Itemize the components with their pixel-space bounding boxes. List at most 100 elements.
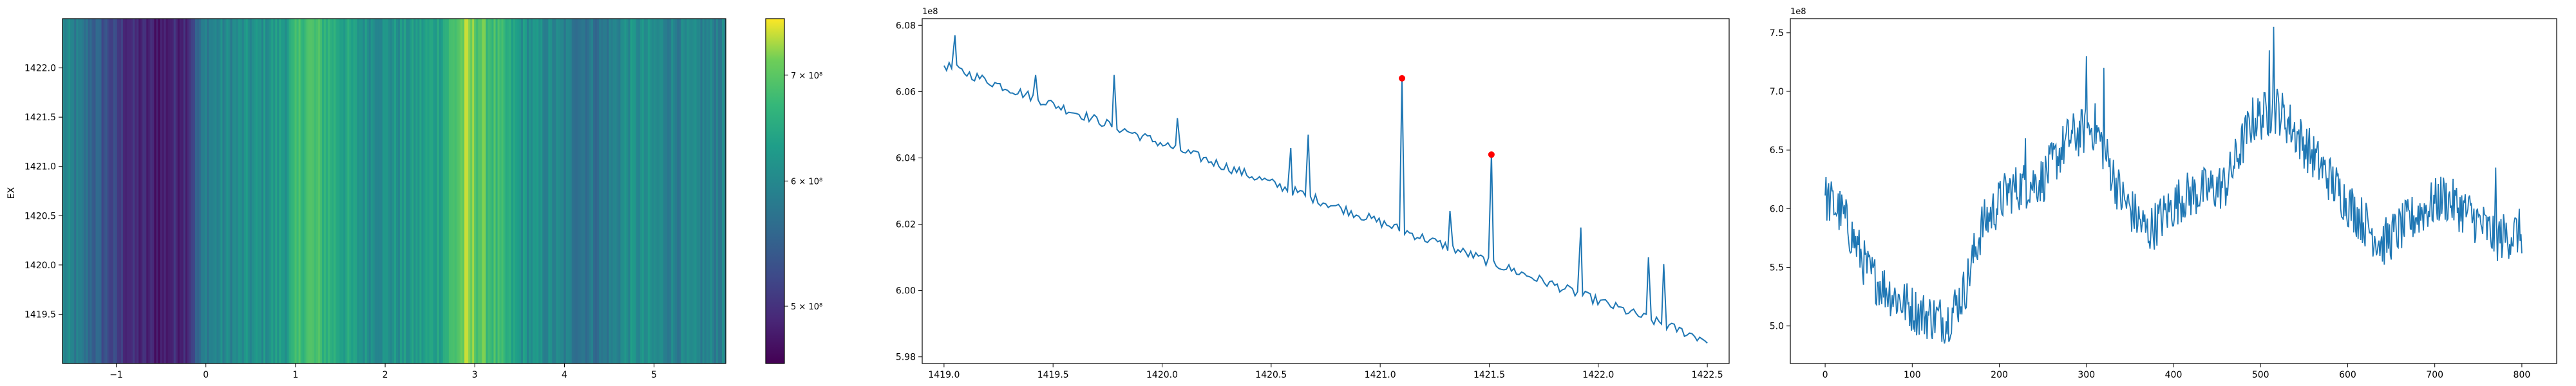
heatmap-column <box>142 19 145 363</box>
heatmap-column <box>337 19 340 363</box>
heatmap-column <box>402 19 404 363</box>
heatmap-column <box>64 19 67 363</box>
heatmap-column <box>433 19 436 363</box>
heatmap-column <box>177 19 180 363</box>
heatmap-column <box>220 19 223 363</box>
heatmap-column <box>118 19 122 363</box>
heatmap-column <box>692 19 696 363</box>
heatmap-column <box>243 19 247 363</box>
heatmap-column <box>704 19 707 363</box>
heatmap-column <box>181 19 184 363</box>
heatmap-column <box>665 19 668 363</box>
heatmap-column <box>175 19 178 363</box>
heatmap-column <box>97 19 100 363</box>
peak-markers <box>1399 75 1495 158</box>
heatmap-column <box>319 19 323 363</box>
heatmap-column <box>336 19 338 363</box>
heatmap-column <box>562 19 565 363</box>
heatmap-column <box>167 19 171 363</box>
long-line-x-tick-label: 800 <box>2514 370 2531 380</box>
heatmap-column <box>503 19 506 363</box>
heatmap-column <box>201 19 204 363</box>
heatmap-panel: −1 0 1 2 3 4 5 1419.51420.01420.51421.01421.51… <box>6 18 822 380</box>
heatmap-column <box>565 19 569 363</box>
heatmap-column <box>663 19 666 363</box>
colorbar-frame <box>765 18 785 364</box>
heatmap-column <box>281 19 283 363</box>
heatmap-column <box>66 19 69 363</box>
heatmap-column <box>314 19 317 363</box>
heatmap-column <box>618 19 621 363</box>
heatmap-column <box>117 19 120 363</box>
heatmap-column <box>146 19 149 363</box>
heatmap-column <box>702 19 705 363</box>
heatmap-column <box>396 19 399 363</box>
heatmap-column <box>651 19 654 363</box>
heatmap-column <box>213 19 215 363</box>
heatmap-column <box>638 19 641 363</box>
heatmap-column <box>269 19 272 363</box>
heatmap-column <box>440 19 444 363</box>
heatmap-column <box>368 19 372 363</box>
heatmap-column <box>571 19 574 363</box>
heatmap-column <box>169 19 173 363</box>
heatmap-column <box>292 19 296 363</box>
heatmap-column <box>589 19 592 363</box>
heatmap-column <box>548 19 551 363</box>
heatmap-column <box>287 19 290 363</box>
heatmap-column <box>529 19 531 363</box>
heatmap-column <box>567 19 571 363</box>
heatmap-x-tick-label: 2 <box>383 370 388 380</box>
heatmap-column <box>328 19 330 363</box>
heatmap-column <box>135 19 137 363</box>
heatmap-column <box>101 19 104 363</box>
long-line-x-ticks: 0 100 200 300 400 500 600 700 800 <box>1823 363 2531 380</box>
heatmap-column <box>234 19 237 363</box>
heatmap-column <box>715 19 719 363</box>
heatmap-column <box>688 19 692 363</box>
peak-marker <box>1488 151 1495 158</box>
heatmap-column <box>273 19 276 363</box>
heatmap-column <box>265 19 268 363</box>
heatmap-column <box>370 19 374 363</box>
heatmap-column <box>628 19 631 363</box>
heatmap-column <box>478 19 480 363</box>
long-line-x-tick-label: 0 <box>1823 370 1828 380</box>
heatmap-column <box>343 19 346 363</box>
heatmap-column <box>591 19 594 363</box>
heatmap-column <box>209 19 211 363</box>
heatmap-column <box>316 19 319 363</box>
heatmap-column <box>388 19 391 363</box>
heatmap-column <box>173 19 176 363</box>
heatmap-column <box>138 19 141 363</box>
heatmap-column <box>513 19 516 363</box>
heatmap-column <box>332 19 334 363</box>
long-line-y-tick-label: 5.0 <box>1770 322 1784 332</box>
heatmap-column <box>277 19 279 363</box>
heatmap-column <box>378 19 381 363</box>
heatmap-column <box>251 19 254 363</box>
heatmap-column <box>355 19 358 363</box>
heatmap-column <box>723 19 726 363</box>
heatmap-column <box>609 19 611 363</box>
heatmap-column <box>84 19 86 363</box>
peak-line-y-tick-label: 6.06 <box>896 87 916 97</box>
heatmap-column <box>427 19 430 363</box>
peak-line-x-tick-label: 1421.5 <box>1473 370 1505 380</box>
long-line-y-tick-label: 7.0 <box>1770 87 1784 97</box>
long-line-offset-label: 1e8 <box>1790 7 1806 17</box>
heatmap-column <box>647 19 650 363</box>
heatmap-column <box>394 19 397 363</box>
heatmap-column <box>366 19 370 363</box>
heatmap-column <box>154 19 157 363</box>
heatmap-column <box>542 19 545 363</box>
heatmap-column <box>468 19 471 363</box>
heatmap-column <box>341 19 344 363</box>
heatmap-column <box>90 19 93 363</box>
heatmap-column <box>564 19 567 363</box>
heatmap-column <box>93 19 97 363</box>
heatmap-column <box>595 19 598 363</box>
heatmap-column <box>372 19 375 363</box>
heatmap-column <box>376 19 379 363</box>
heatmap-column <box>317 19 321 363</box>
